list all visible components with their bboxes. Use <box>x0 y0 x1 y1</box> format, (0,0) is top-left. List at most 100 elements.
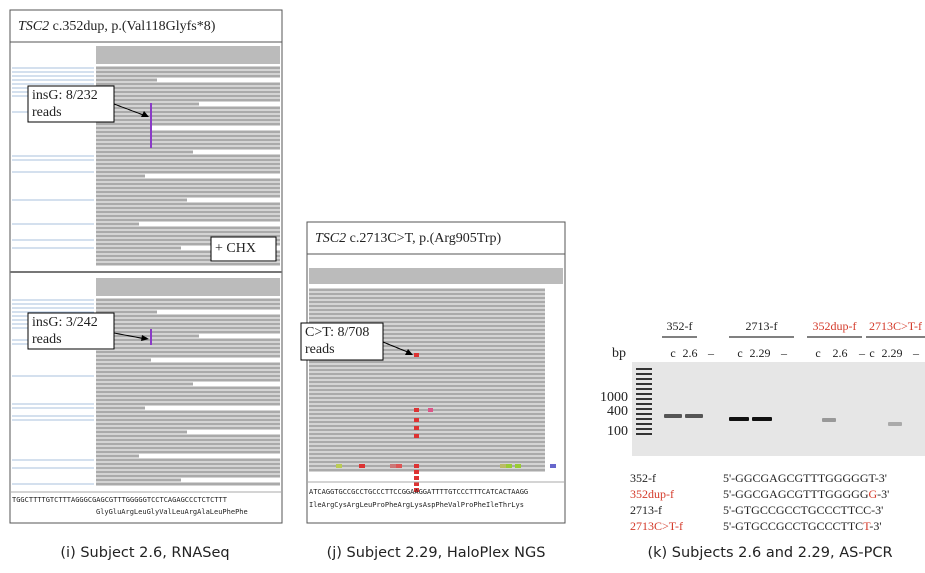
read <box>96 343 280 346</box>
read <box>96 99 280 102</box>
read <box>96 395 280 398</box>
read <box>96 475 280 478</box>
panel-title: TSC2 c.352dup, p.(Val118Glyfs*8) <box>18 19 216 34</box>
read <box>96 431 187 434</box>
read <box>309 389 545 392</box>
read <box>96 231 280 234</box>
read <box>96 375 280 378</box>
read <box>96 155 280 158</box>
sequence-part: -3' <box>877 487 889 501</box>
variant-mark <box>506 464 512 468</box>
read <box>96 315 280 318</box>
variant-mark <box>414 353 419 357</box>
sequence-part: 5'-GGCGAGCGTTTGGGGGT-3' <box>723 471 887 485</box>
read <box>96 227 280 230</box>
read <box>96 303 280 306</box>
read <box>96 451 280 454</box>
ladder-band <box>636 373 652 375</box>
read <box>96 163 280 166</box>
read <box>96 159 280 162</box>
read <box>96 219 280 222</box>
read <box>309 297 545 300</box>
read <box>96 331 280 334</box>
read <box>309 401 545 404</box>
read <box>96 143 280 146</box>
insertion-marks <box>150 329 152 345</box>
lane-label: c <box>869 346 874 360</box>
read <box>96 347 280 350</box>
variant-mark <box>414 482 419 486</box>
read <box>309 361 545 364</box>
read <box>96 131 280 134</box>
band <box>664 414 682 418</box>
annotation: reads <box>32 332 62 347</box>
read <box>96 339 280 342</box>
read <box>96 363 280 366</box>
read <box>96 419 280 422</box>
read <box>96 439 280 442</box>
read <box>309 429 545 432</box>
variant-mark <box>550 464 556 468</box>
read <box>96 75 280 78</box>
read <box>309 305 545 308</box>
read <box>309 373 545 376</box>
caption: (j) Subject 2.29, HaloPlex NGS <box>327 545 546 561</box>
read <box>96 135 280 138</box>
variant-mark <box>515 464 521 468</box>
primer-label: 352-f <box>667 319 693 333</box>
variant-mark <box>500 464 506 468</box>
read <box>96 455 139 458</box>
read <box>96 299 280 302</box>
read <box>96 483 280 486</box>
read <box>96 327 280 330</box>
read <box>96 67 280 70</box>
read <box>96 203 280 206</box>
read <box>309 309 545 312</box>
read <box>96 223 139 226</box>
lane-label: c <box>670 346 675 360</box>
primer-sequence: 5'-GTGCCGCCTGCCCTTCT-3' <box>723 519 882 533</box>
read <box>96 211 280 214</box>
sequence-part: 5'-GTGCCGCCTGCCCTTCC-3' <box>723 503 883 517</box>
ladder-band <box>636 393 652 395</box>
coverage <box>96 46 280 64</box>
lane-label: – <box>912 346 920 360</box>
read <box>309 369 545 372</box>
variant-mark <box>414 418 419 422</box>
lane-label: 2.6 <box>833 346 848 360</box>
read <box>96 91 280 94</box>
read <box>96 467 280 470</box>
read <box>96 471 280 474</box>
read <box>96 179 280 182</box>
sequence: TGGCTTTTGTCTTTAGGGCGAGCGTTTGGGGGTCCTCAGA… <box>12 496 228 504</box>
primer-name: 2713C>T-f <box>630 519 683 533</box>
read <box>96 407 145 410</box>
read <box>309 365 545 368</box>
read <box>96 151 193 154</box>
read <box>96 215 280 218</box>
read <box>309 413 545 416</box>
variant-mark <box>336 464 342 468</box>
read <box>309 421 545 424</box>
band <box>822 418 836 422</box>
variant-mark <box>414 408 419 412</box>
variant-mark <box>414 434 419 438</box>
read <box>96 399 280 402</box>
ladder-band <box>636 413 652 415</box>
ladder-band <box>636 378 652 380</box>
primer-sequence: 5'-GGCGAGCGTTTGGGGGG-3' <box>723 487 889 501</box>
variant-mark <box>396 464 402 468</box>
read <box>96 323 280 326</box>
read <box>96 79 157 82</box>
primer-label: 2713C>T-f <box>869 319 922 333</box>
ladder-band <box>636 428 652 430</box>
ladder-label: 100 <box>607 424 628 439</box>
read <box>96 115 280 118</box>
figure: TSC2 c.352dup, p.(Val118Glyfs*8) insG: 8… <box>0 0 925 573</box>
primer-label: 352dup-f <box>813 319 857 333</box>
lane-label: 2.6 <box>683 346 698 360</box>
read <box>96 111 280 114</box>
read <box>96 95 280 98</box>
lane-label: 2.29 <box>882 346 903 360</box>
read <box>96 387 280 390</box>
